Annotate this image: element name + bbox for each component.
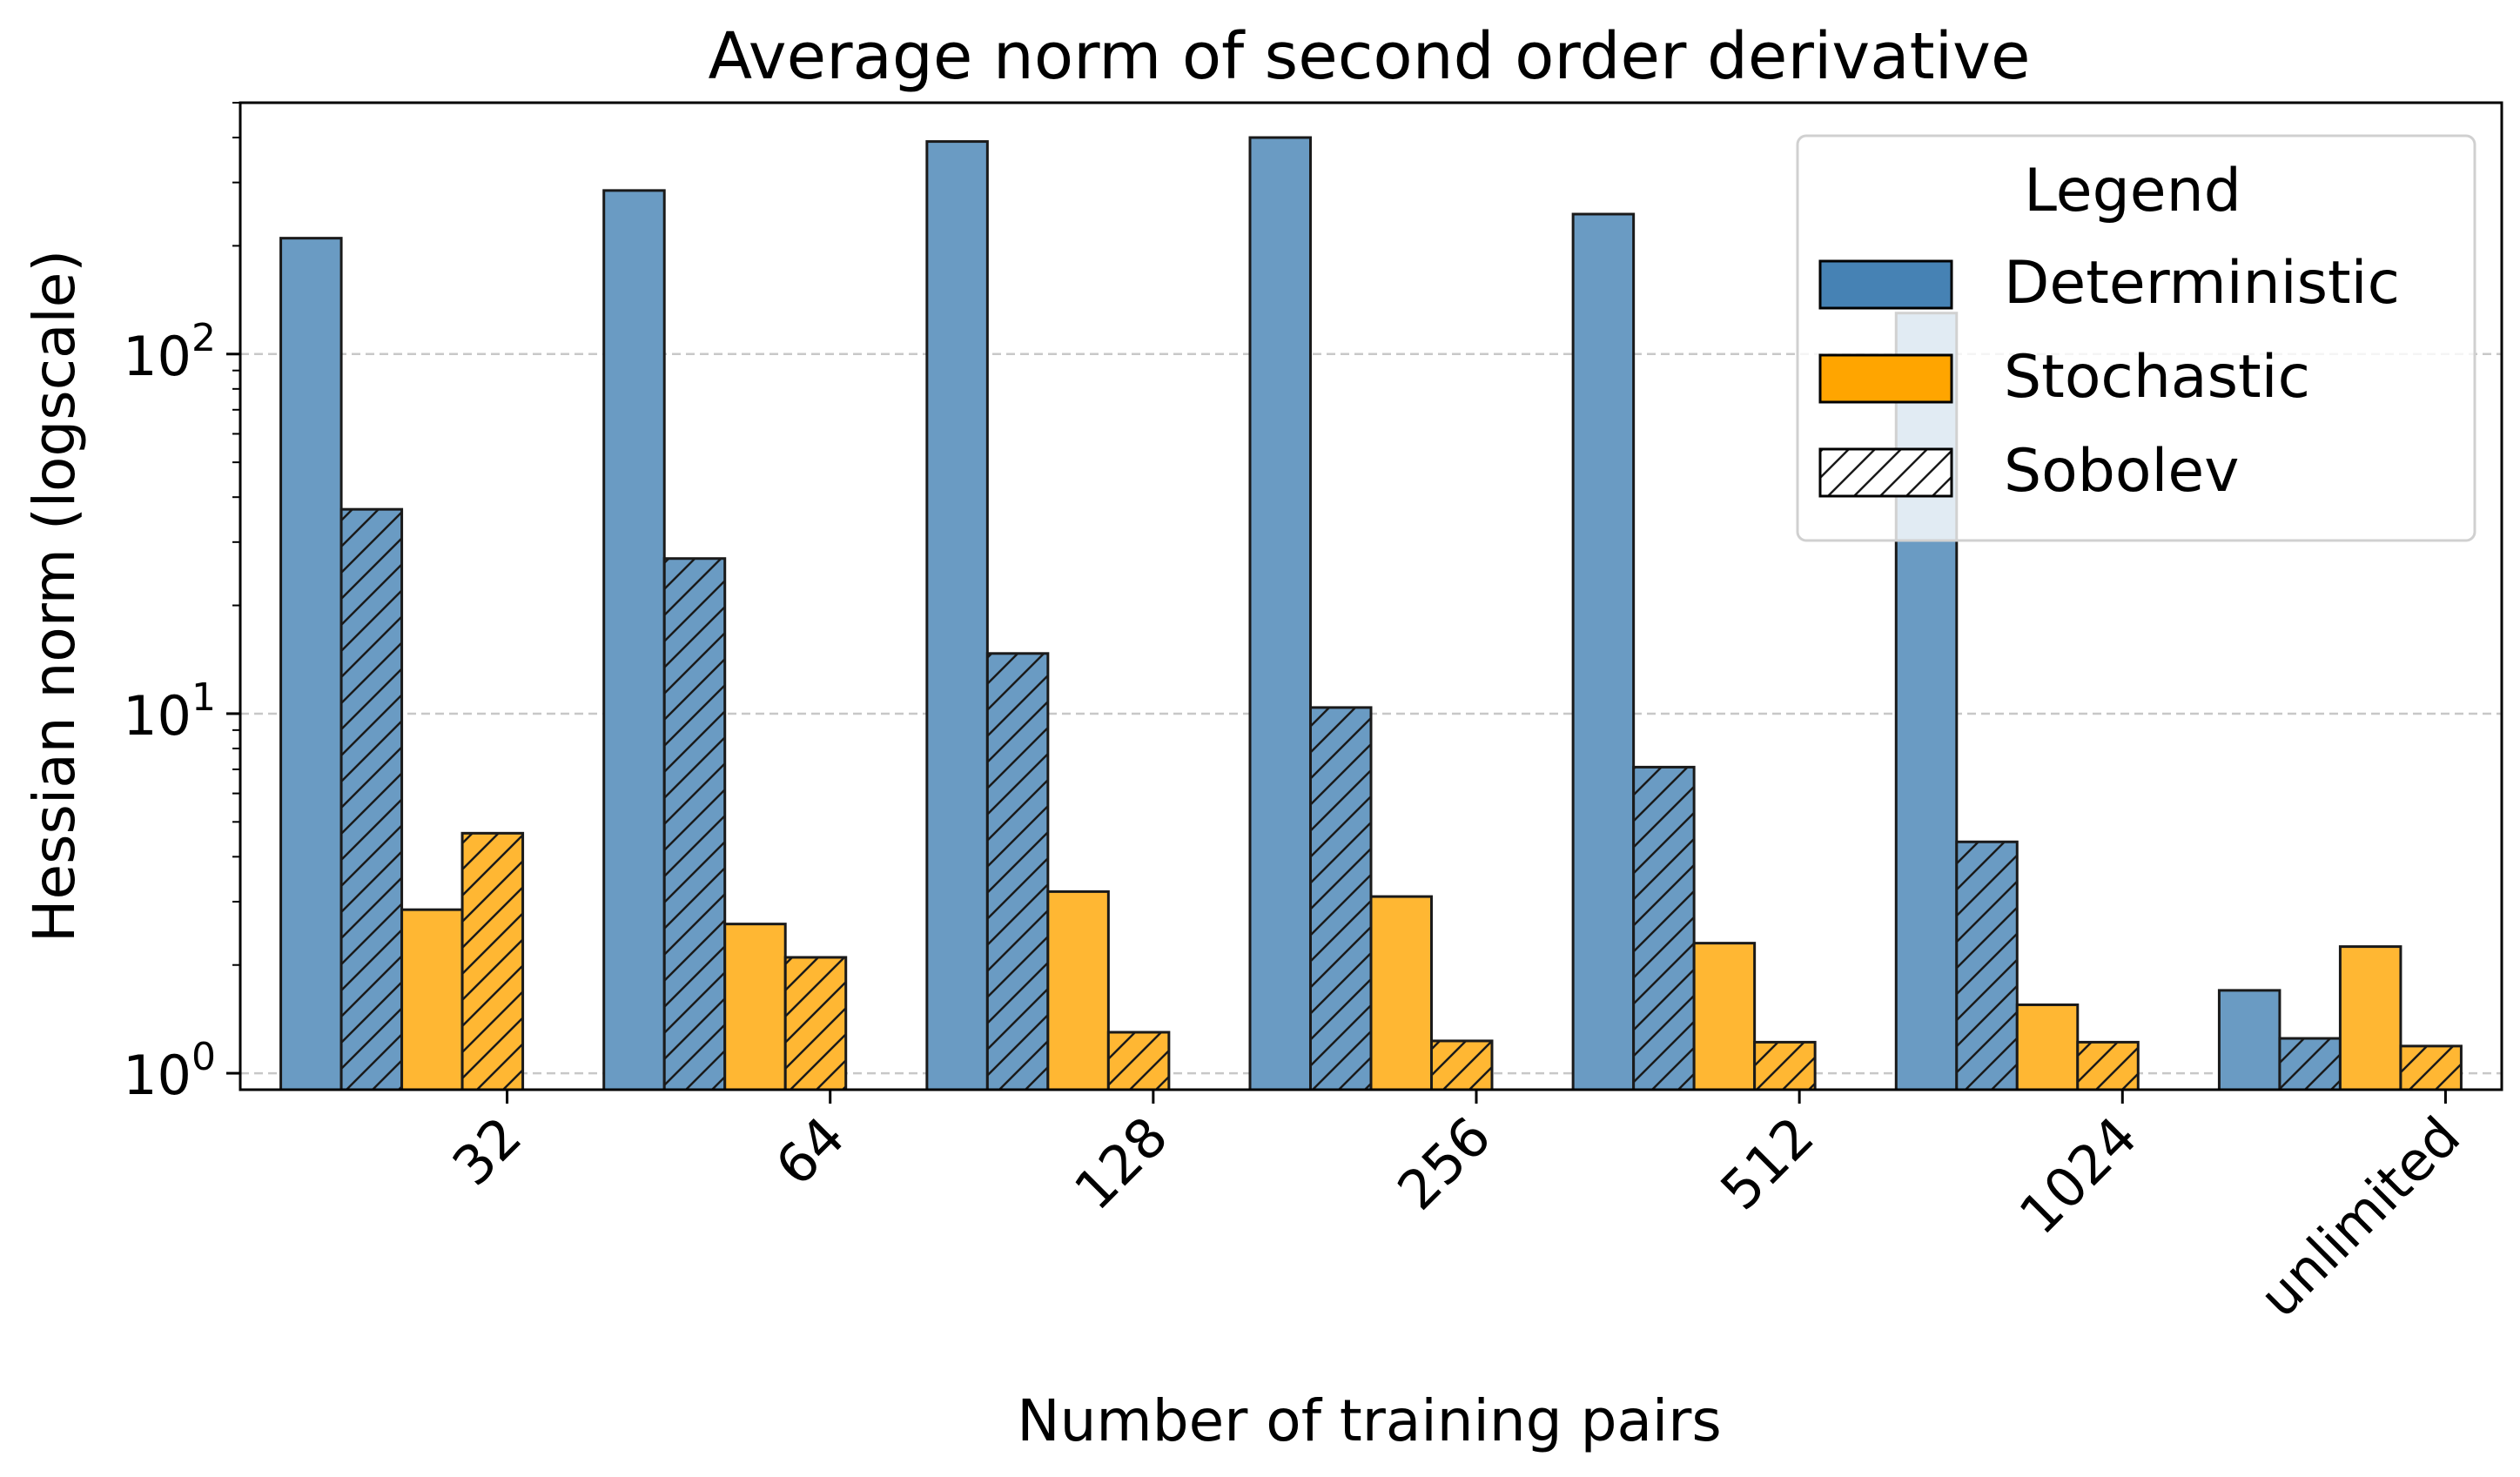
x-tick-label: 32 (440, 1104, 534, 1198)
x-tick-label: 64 (763, 1104, 857, 1198)
bar-hatch-overlay (1431, 1040, 1492, 1090)
bar-deterministic-unlimited (2217, 989, 2281, 1091)
bar-hatch-overlay (341, 509, 402, 1090)
bar-hatch-overlay (2279, 1038, 2341, 1090)
legend-label-sobolev: Sobolev (2004, 437, 2240, 506)
bar-stochastic-512 (1692, 942, 1757, 1091)
legend-title: Legend (2024, 157, 2241, 225)
plot-frame (239, 101, 2503, 1091)
x-axis-label: Number of training pairs (1017, 1387, 1722, 1454)
bar-deterministic-512 (1571, 212, 1636, 1091)
chart-title: Average norm of second order derivative (709, 19, 2031, 94)
bar-stochastic-64 (723, 923, 787, 1091)
legend-swatch-deterministic (1818, 259, 1953, 310)
y-tick-base: 10 (123, 684, 192, 748)
y-tick-base: 10 (123, 325, 192, 388)
y-axis-label: Hessian norm (logscale) (21, 250, 88, 943)
bar-hatch-overlay (1310, 707, 1371, 1090)
x-tick-label: unlimited (2248, 1104, 2472, 1329)
bar-hatch-overlay (664, 558, 725, 1090)
bar-stochastic-1024 (2015, 1003, 2080, 1091)
x-tick-label: 512 (1708, 1104, 1825, 1222)
legend-label-deterministic: Deterministic (2004, 249, 2400, 318)
bar-deterministic-128 (925, 140, 989, 1091)
bar-stochastic-128 (1046, 890, 1110, 1091)
bars (279, 136, 2463, 1091)
bar-hatch-overlay (1754, 1042, 1816, 1090)
y-tick-label: 102 (123, 316, 216, 388)
legend-swatch-hatch (1818, 447, 1953, 498)
legend: Legend Deterministic Stochastic Sobolev (1796, 134, 2476, 542)
bar-hatch-overlay (2400, 1045, 2462, 1090)
x-axis: 32 64 128 256 512 1024 unlimited (440, 1090, 2472, 1329)
bar-hatch-overlay (785, 957, 846, 1090)
bar-deterministic-32 (279, 237, 343, 1091)
y-tick-exponent: 0 (192, 1035, 216, 1079)
legend-box (1796, 134, 2476, 542)
bar-hatch-overlay (1633, 767, 1695, 1090)
bar-stochastic-32 (400, 908, 464, 1091)
bar-stochastic-256 (1369, 895, 1433, 1091)
bar-hatch-overlay (1108, 1032, 1169, 1090)
bar-deterministic-64 (602, 189, 666, 1091)
bar-hatch-overlay (987, 653, 1048, 1090)
x-tick-label: 1024 (2007, 1104, 2149, 1246)
y-tick-label: 100 (123, 1035, 216, 1107)
bar-hatch-overlay (2077, 1042, 2139, 1090)
legend-swatch-stochastic (1818, 353, 1953, 404)
y-tick-base: 10 (123, 1044, 192, 1107)
bar-hatch-overlay (1956, 842, 2018, 1090)
x-tick-label: 256 (1385, 1104, 1502, 1222)
bar-stochastic-unlimited (2338, 945, 2402, 1091)
legend-label-stochastic: Stochastic (2004, 343, 2310, 412)
y-tick-exponent: 2 (192, 316, 216, 360)
y-tick-label: 101 (123, 675, 216, 748)
y-tick-exponent: 1 (192, 675, 216, 720)
bar-hatch-overlay (462, 833, 523, 1090)
bar-deterministic-256 (1248, 136, 1312, 1091)
x-tick-label: 128 (1062, 1104, 1179, 1222)
